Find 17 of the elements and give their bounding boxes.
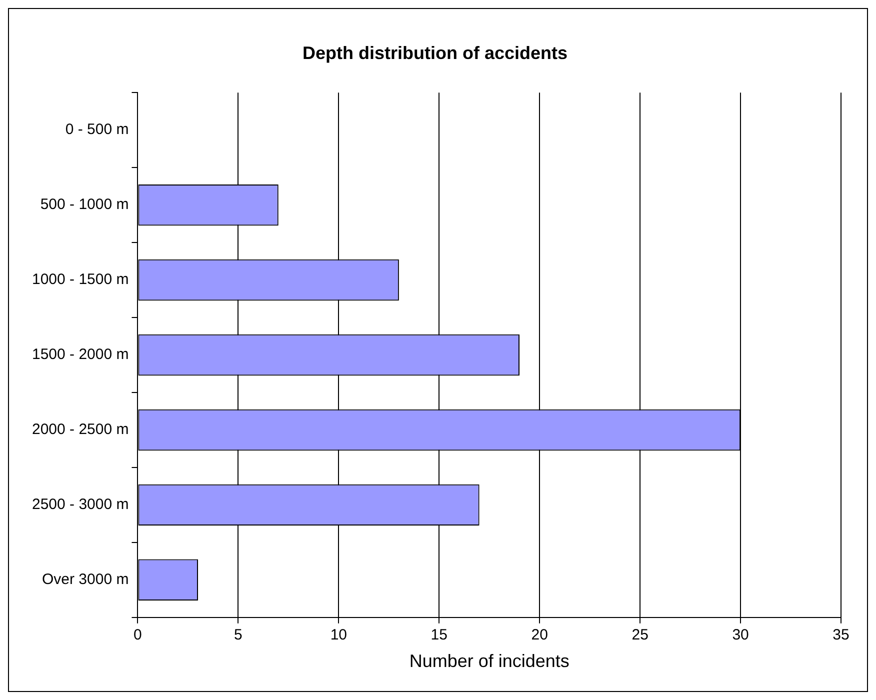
y-tick-label: 500 - 1000 m bbox=[40, 196, 129, 214]
y-tick-label: 1500 - 2000 m bbox=[32, 346, 129, 364]
x-tick-label: 25 bbox=[632, 626, 648, 644]
y-tick-label: 0 - 500 m bbox=[65, 121, 129, 138]
x-tick-label: 15 bbox=[430, 626, 448, 644]
x-tick-label: 5 bbox=[234, 626, 242, 644]
x-tick-label: 10 bbox=[330, 626, 348, 644]
x-axis-title: Number of incidents bbox=[409, 651, 570, 672]
x-tick-label: 0 bbox=[134, 626, 142, 644]
y-tick-label: Over 3000 m bbox=[42, 571, 129, 588]
y-tick-label: 1000 - 1500 m bbox=[32, 271, 129, 288]
chart-title: Depth distribution of accidents bbox=[302, 42, 568, 63]
y-tick-label: 2500 - 3000 m bbox=[32, 496, 129, 514]
x-tick-label: 30 bbox=[732, 626, 749, 644]
x-tick-label: 35 bbox=[832, 626, 850, 644]
y-tick-label: 2000 - 2500 m bbox=[32, 421, 129, 438]
x-tick-label: 20 bbox=[531, 626, 548, 644]
